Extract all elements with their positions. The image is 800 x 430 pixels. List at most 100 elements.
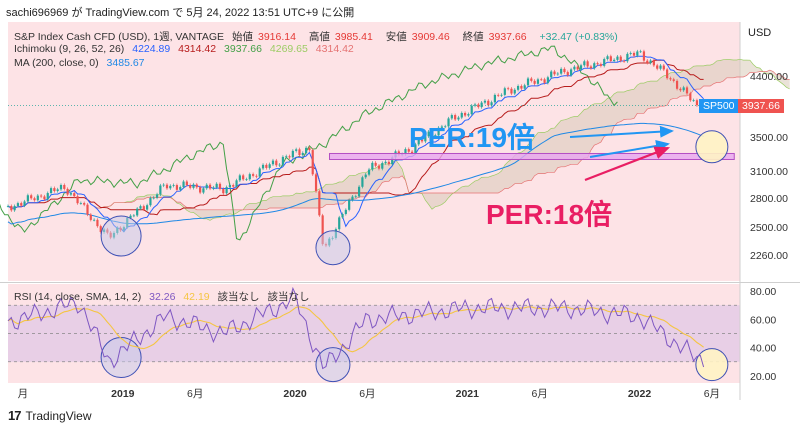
ma-value: 3485.67 (106, 57, 145, 69)
candle-body (30, 195, 33, 199)
candle-body (473, 104, 477, 106)
candle-body (516, 85, 520, 90)
candle-body (175, 185, 179, 190)
candle-body (573, 66, 576, 70)
tradingview-logo-icon: 17 (8, 408, 22, 423)
candle-body (49, 188, 53, 194)
candle-body (407, 149, 410, 152)
candle-body (629, 52, 632, 54)
candle-body (457, 117, 460, 120)
rsi-legend: RSI (14, close, SMA, 14, 2) 32.26 42.19 … (14, 289, 314, 304)
price-tick-label: 2500.00 (750, 222, 788, 234)
candle-body (417, 139, 420, 145)
publisher-line: sachi696969 が TradingView.com で 5月 24, 2… (6, 7, 355, 19)
candle-body (364, 174, 367, 178)
rsi-low-2018-circle (100, 337, 142, 379)
candle-body (298, 149, 301, 156)
candle-body (593, 63, 596, 69)
time-tick-label: 2020 (283, 388, 307, 400)
candle-body (576, 66, 579, 70)
candle-body (371, 162, 374, 170)
candle-body (374, 162, 377, 166)
candle-body (560, 68, 563, 74)
candle-body (79, 203, 82, 204)
candle-body (685, 87, 689, 94)
ichimoku-legend: Ichimoku (9, 26, 52, 26) 4224.89 4314.42… (14, 43, 359, 55)
candle-body (351, 196, 354, 201)
candle-body (228, 185, 232, 188)
ichimoku-chikou-value: 3937.66 (224, 43, 262, 55)
candle-body (76, 196, 79, 204)
ichimoku-kijun-line (7, 59, 704, 216)
candle-body (384, 161, 387, 164)
rsi-value: 32.26 (149, 291, 176, 303)
candle-body (596, 63, 599, 65)
low-2020-circle (315, 230, 351, 266)
rsi-tick-label: 60.00 (750, 314, 776, 326)
candle-body (619, 56, 622, 61)
rsi-line (7, 286, 705, 370)
candle-body (235, 180, 238, 187)
candle-body (271, 160, 275, 165)
candle-body (566, 72, 569, 76)
close-label: 終値 (462, 31, 484, 43)
candle-body (500, 94, 503, 96)
candle-body (179, 187, 182, 190)
candle-body (490, 102, 493, 106)
ichimoku-name: Ichimoku (9, 26, 52, 26) (14, 43, 125, 55)
candle-body (510, 88, 513, 94)
candle-body (583, 61, 586, 66)
candle-body (162, 184, 165, 186)
target-circle (695, 130, 729, 164)
candle-body (586, 61, 589, 67)
candle-body (599, 64, 602, 66)
candle-body (142, 206, 145, 210)
candle-body (434, 135, 437, 137)
candle-body (440, 126, 444, 128)
candle-body (675, 80, 679, 89)
per19-annotation: PER:19倍 (409, 122, 536, 153)
candle-body (357, 186, 361, 197)
candle-body (450, 115, 453, 119)
candle-body (281, 156, 285, 165)
candle-body (248, 174, 251, 180)
candle-body (308, 147, 311, 151)
candle-body (692, 100, 695, 102)
candle-body (536, 79, 540, 84)
candle-body (311, 150, 314, 175)
candle-body (695, 100, 699, 106)
time-tick-label: 6月 (359, 388, 375, 400)
candle-body (616, 56, 619, 60)
candle-body (83, 203, 86, 205)
candle-body (381, 163, 384, 169)
candle-body (152, 197, 155, 199)
candle-body (454, 115, 457, 120)
candle-body (304, 147, 308, 154)
candle-body (563, 68, 566, 73)
candle-body (225, 187, 228, 194)
candle-body (208, 184, 212, 189)
candle-body (420, 139, 424, 142)
candle-body (301, 153, 304, 156)
candle-body (99, 226, 102, 233)
candle-body (252, 174, 255, 176)
symbol-tag: SP500 (699, 99, 739, 113)
candle-body (63, 184, 66, 189)
candle-body (354, 196, 357, 198)
main-legend: S&P Index Cash CFD (USD), 1週, VANTAGE 始値… (14, 29, 623, 44)
rsi-name: RSI (14, close, SMA, 14, 2) (14, 291, 142, 303)
candle-body (652, 60, 655, 66)
candle-body (546, 77, 549, 83)
candle-body (136, 208, 139, 216)
per18-arrow (584, 146, 671, 182)
candle-body (89, 214, 92, 220)
candle-body (437, 127, 440, 136)
candle-body (487, 100, 490, 106)
time-tick-label: 月 (18, 388, 29, 400)
high-value: 3985.41 (334, 31, 373, 43)
price-tick-label: 3100.00 (750, 166, 788, 178)
time-tick-label: 6月 (531, 388, 547, 400)
candle-body (318, 191, 321, 216)
ichimoku-spanB-value: 4314.42 (315, 43, 354, 55)
